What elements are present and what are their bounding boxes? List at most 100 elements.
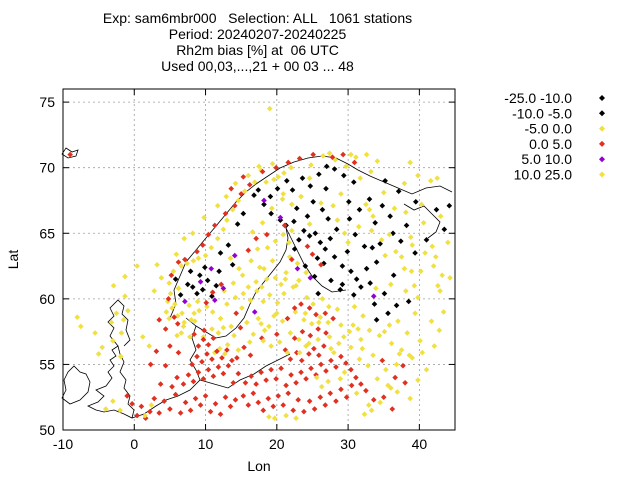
data-point <box>394 389 401 395</box>
data-point <box>237 324 244 331</box>
data-point <box>419 349 426 356</box>
data-point <box>227 255 234 261</box>
data-point <box>140 334 146 340</box>
data-point <box>232 397 239 403</box>
data-point <box>361 411 368 418</box>
data-point <box>313 311 319 318</box>
data-point <box>339 281 346 288</box>
data-point <box>134 412 140 419</box>
data-point <box>279 196 286 202</box>
data-point <box>379 357 386 364</box>
legend-label: 5.0 10.0 <box>521 151 572 167</box>
data-point <box>390 272 397 279</box>
data-point <box>313 374 320 381</box>
data-point <box>256 264 263 271</box>
data-point <box>356 356 363 362</box>
data-point <box>224 301 230 307</box>
data-point <box>288 256 295 263</box>
x-tick-label: 10 <box>198 436 214 452</box>
data-point <box>240 174 247 180</box>
data-point <box>338 386 344 393</box>
data-point <box>221 288 227 294</box>
data-point <box>236 265 242 272</box>
data-point <box>351 159 358 166</box>
data-point <box>422 250 428 256</box>
data-point <box>245 247 252 254</box>
data-point <box>192 395 199 402</box>
data-point <box>172 276 179 282</box>
data-point <box>323 330 329 336</box>
data-point <box>348 344 354 351</box>
data-point <box>360 313 366 319</box>
data-point <box>350 292 357 298</box>
data-point <box>248 258 254 264</box>
data-point <box>415 294 421 301</box>
data-point <box>430 263 437 269</box>
data-point <box>169 383 175 390</box>
data-point <box>283 412 289 419</box>
y-tick-label: 70 <box>39 160 55 176</box>
data-point <box>205 366 212 373</box>
data-point <box>166 315 172 322</box>
data-point <box>327 235 334 242</box>
data-point <box>239 305 245 311</box>
data-point <box>363 265 370 272</box>
data-point <box>302 263 309 269</box>
data-point <box>301 317 307 323</box>
data-point <box>287 356 294 362</box>
data-point <box>151 288 158 294</box>
data-point <box>294 265 301 272</box>
data-point <box>241 344 247 351</box>
data-point <box>317 239 324 246</box>
data-point <box>175 349 182 356</box>
data-point <box>307 275 314 281</box>
data-point <box>293 379 299 386</box>
data-point <box>278 365 284 372</box>
data-point <box>194 248 200 255</box>
data-point <box>434 175 440 181</box>
data-point <box>332 157 339 163</box>
data-point <box>274 310 280 317</box>
data-point <box>165 296 172 302</box>
data-point <box>431 343 438 349</box>
data-point <box>314 255 321 261</box>
data-point <box>437 288 443 294</box>
data-point <box>296 336 302 343</box>
data-point <box>382 252 388 259</box>
data-point <box>175 285 182 292</box>
data-point <box>242 379 249 386</box>
data-point <box>337 286 344 293</box>
data-point <box>381 290 388 297</box>
data-point <box>175 259 182 265</box>
data-point <box>142 412 148 419</box>
data-point <box>318 361 324 368</box>
data-point <box>197 272 203 279</box>
data-point <box>235 370 242 377</box>
data-point <box>222 210 229 217</box>
data-point <box>188 317 195 323</box>
series-5 <box>74 159 453 421</box>
data-point <box>260 407 267 414</box>
data-point <box>392 374 398 381</box>
data-point <box>346 198 352 205</box>
data-point <box>250 390 257 397</box>
data-point <box>321 260 327 267</box>
data-point <box>407 395 413 402</box>
data-point <box>281 222 288 229</box>
data-point <box>280 402 287 408</box>
data-point <box>245 172 252 179</box>
data-point <box>267 193 274 200</box>
data-point <box>250 331 257 338</box>
data-point <box>95 351 102 357</box>
data-point <box>408 268 415 275</box>
x-tick-label: 0 <box>130 436 138 452</box>
data-point <box>189 361 195 368</box>
data-point <box>331 166 338 172</box>
data-point <box>353 276 360 282</box>
data-point <box>225 362 232 369</box>
x-tick-label: 30 <box>340 436 356 452</box>
data-point <box>245 284 252 290</box>
data-point <box>366 206 373 213</box>
data-point <box>348 382 355 389</box>
data-point <box>398 238 404 244</box>
